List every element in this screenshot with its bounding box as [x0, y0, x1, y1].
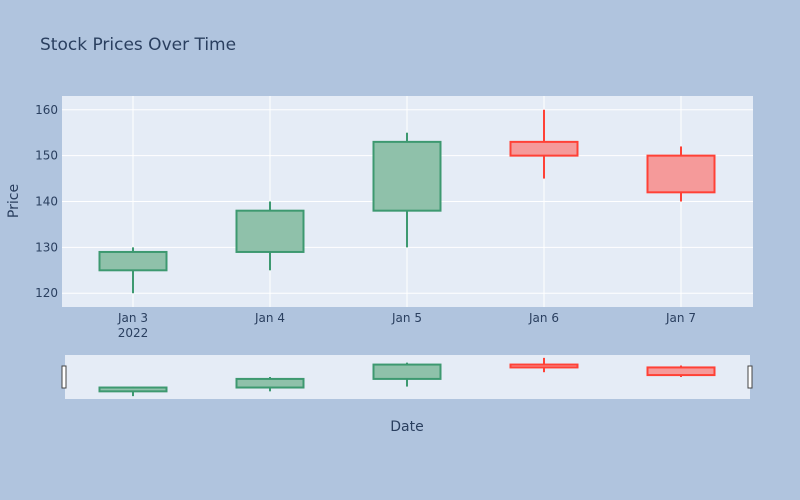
- x-year-label: 2022: [118, 326, 149, 340]
- range-slider-preview: [98, 357, 716, 397]
- slider-candle-body: [646, 366, 716, 377]
- y-tick-label: 160: [35, 103, 58, 117]
- slider-candle-body: [235, 377, 305, 389]
- x-axis-title: Date: [390, 419, 423, 435]
- candle-1[interactable]: [98, 247, 168, 294]
- range-slider-right-handle[interactable]: [747, 365, 753, 389]
- slider-candle-body: [509, 363, 579, 369]
- y-tick-label: 120: [35, 286, 58, 300]
- range-slider[interactable]: [61, 355, 753, 399]
- candles-group: [98, 109, 716, 294]
- candle-3[interactable]: [372, 132, 442, 248]
- candle-body: [646, 154, 716, 194]
- candle-body: [235, 209, 305, 253]
- y-tick-label: 140: [35, 195, 58, 209]
- candle-body: [98, 250, 168, 272]
- candle-body: [372, 140, 442, 212]
- x-tick-label: Jan 6: [528, 311, 559, 325]
- range-slider-left-handle[interactable]: [61, 365, 67, 389]
- x-tick-label: Jan 3: [117, 311, 148, 325]
- slider-candle-body: [98, 386, 168, 393]
- x-axis-ticks: Jan 3 Jan 4 Jan 5 Jan 6 Jan 7: [117, 311, 696, 325]
- candle-body: [509, 140, 579, 157]
- candle-4[interactable]: [509, 109, 579, 179]
- y-tick-label: 130: [35, 240, 58, 254]
- candle-5[interactable]: [646, 146, 716, 202]
- y-axis-title: Price: [6, 184, 22, 218]
- chart-title: Stock Prices Over Time: [40, 35, 236, 55]
- y-tick-label: 150: [35, 149, 58, 163]
- x-tick-label: Jan 5: [391, 311, 422, 325]
- slider-candle-body: [372, 363, 442, 380]
- y-axis-ticks: 120 130 140 150 160: [35, 103, 58, 300]
- candle-2[interactable]: [235, 201, 305, 271]
- x-tick-label: Jan 7: [665, 311, 696, 325]
- x-tick-label: Jan 4: [254, 311, 285, 325]
